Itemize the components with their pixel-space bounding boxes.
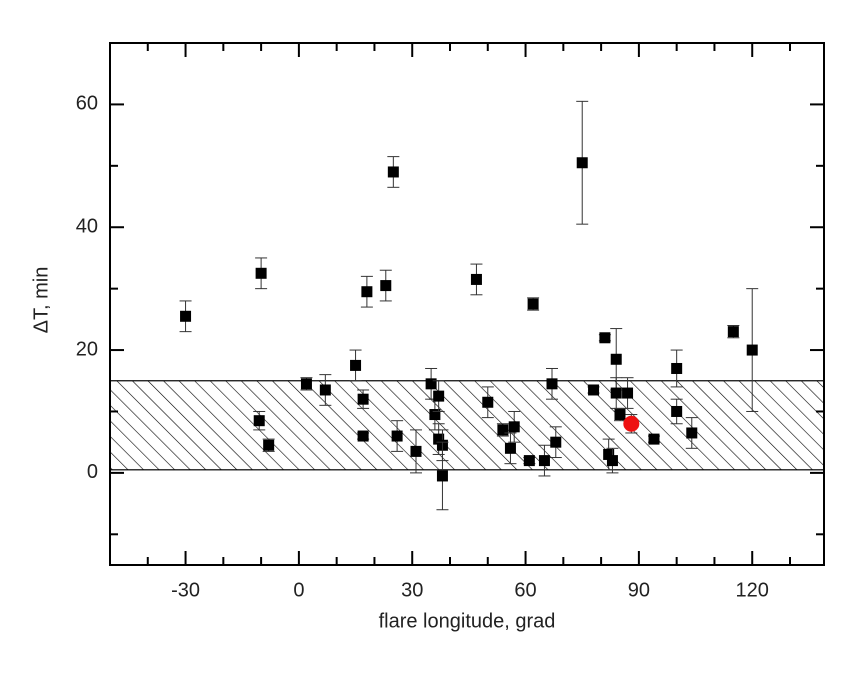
- point: [433, 433, 445, 445]
- point: [180, 310, 192, 322]
- point: [623, 415, 640, 432]
- point: [357, 430, 369, 442]
- point: [361, 286, 373, 298]
- x-axis-label: flare longitude, grad: [379, 610, 556, 632]
- band: [109, 380, 825, 471]
- point: [727, 326, 739, 338]
- y-tick-label: 60: [76, 93, 98, 115]
- point: [508, 421, 520, 433]
- point: [614, 409, 626, 421]
- point: [350, 359, 362, 371]
- point: [410, 445, 422, 457]
- point: [606, 455, 618, 467]
- point: [482, 396, 494, 408]
- point: [588, 384, 600, 396]
- point: [527, 298, 539, 310]
- y-tick-label: 0: [87, 461, 98, 483]
- point: [686, 427, 698, 439]
- point: [671, 405, 683, 417]
- plot-frame: [109, 42, 825, 566]
- point: [429, 409, 441, 421]
- point: [504, 442, 516, 454]
- x-tick-label: 30: [401, 579, 423, 601]
- point: [538, 455, 550, 467]
- point: [433, 390, 445, 402]
- point: [497, 424, 509, 436]
- point: [253, 415, 265, 427]
- x-tick-label: -30: [171, 579, 200, 601]
- point: [425, 378, 437, 390]
- y-tick-label: 20: [76, 338, 98, 360]
- point: [263, 439, 275, 451]
- point: [387, 166, 399, 178]
- x-tick-label: 60: [514, 579, 536, 601]
- point: [610, 387, 622, 399]
- point: [576, 157, 588, 169]
- point: [610, 353, 622, 365]
- point: [470, 273, 482, 285]
- point: [648, 433, 660, 445]
- point: [599, 332, 611, 344]
- point: [523, 455, 535, 467]
- point: [391, 430, 403, 442]
- point: [319, 384, 331, 396]
- x-tick-label: 90: [628, 579, 650, 601]
- point: [255, 267, 267, 279]
- point: [622, 387, 634, 399]
- point: [603, 448, 615, 460]
- x-tick-label: 0: [293, 579, 304, 601]
- point: [436, 470, 448, 482]
- point: [746, 344, 758, 356]
- point: [357, 393, 369, 405]
- y-axis-label: ΔT, min: [30, 267, 52, 334]
- x-tick-label: 120: [736, 579, 769, 601]
- point: [550, 436, 562, 448]
- point: [380, 280, 392, 292]
- point: [546, 378, 558, 390]
- point: [300, 378, 312, 390]
- point: [671, 362, 683, 374]
- y-tick-label: 40: [76, 216, 98, 238]
